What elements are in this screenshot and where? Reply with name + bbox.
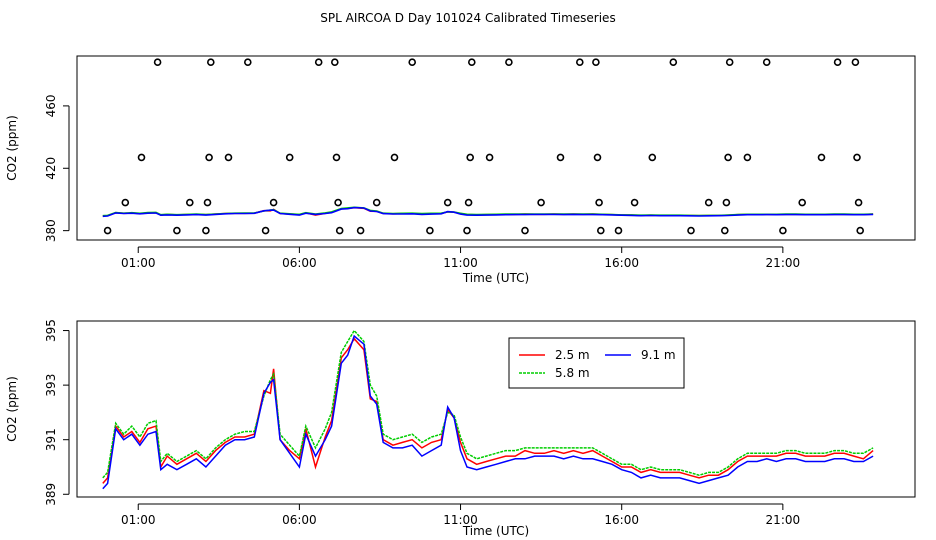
series-line-91m — [102, 334, 874, 490]
x-tick-label: 11:00 — [443, 256, 478, 270]
data-point — [743, 153, 752, 162]
x-tick-label: 16:00 — [604, 513, 639, 527]
data-point — [314, 58, 323, 67]
x-tick-label: 21:00 — [766, 513, 801, 527]
y-tick-label: 393 — [44, 374, 58, 397]
data-point — [186, 198, 194, 207]
x-tick-label: 11:00 — [443, 513, 478, 527]
y-tick-label: 395 — [44, 319, 58, 342]
data-point — [330, 58, 339, 67]
data-point — [669, 58, 678, 67]
y-tick-label: 380 — [44, 219, 58, 242]
data-point — [285, 153, 294, 162]
data-point — [464, 198, 473, 207]
data-point — [595, 198, 603, 207]
data-point — [593, 153, 602, 162]
data-point — [720, 226, 729, 235]
x-axis-label: Time (UTC) — [462, 271, 529, 285]
y-tick-label: 420 — [44, 157, 58, 180]
data-point — [224, 153, 233, 162]
data-point — [205, 153, 213, 162]
data-point — [390, 153, 399, 162]
y-axis-label: CO2 (ppm) — [5, 376, 19, 442]
data-point — [722, 198, 731, 207]
data-point — [648, 153, 657, 162]
y-tick-label: 460 — [44, 94, 58, 117]
data-point — [173, 226, 181, 235]
data-point — [798, 198, 807, 207]
data-point — [207, 58, 215, 67]
plot-frame — [76, 320, 916, 498]
y-tick-label: 391 — [44, 428, 58, 451]
data-point — [356, 226, 365, 235]
chart-title: SPL AIRCOA D Day 101024 Calibrated Times… — [320, 11, 615, 25]
data-point — [851, 58, 860, 67]
x-tick-label: 06:00 — [282, 513, 317, 527]
data-point — [466, 153, 475, 162]
series-line-91m — [102, 206, 874, 218]
data-point — [203, 198, 212, 207]
legend-label: 9.1 m — [641, 348, 676, 362]
x-tick-label: 21:00 — [766, 256, 801, 270]
data-point — [121, 198, 130, 207]
data-point — [103, 226, 112, 235]
data-point — [725, 58, 734, 67]
series-line-25m — [102, 337, 874, 484]
data-point — [856, 226, 865, 235]
data-point — [335, 226, 344, 235]
data-point — [521, 226, 529, 235]
data-point — [556, 153, 565, 162]
data-point — [261, 226, 270, 235]
data-point — [779, 226, 787, 235]
data-point — [485, 153, 494, 162]
y-tick-label: 389 — [44, 483, 58, 506]
data-point — [202, 226, 210, 235]
top-panel: 01:00 06:00 11:00 16:00 21:00 Time (UTC) 380 42… — [5, 55, 916, 285]
data-point — [443, 198, 452, 207]
data-point — [854, 198, 863, 207]
series-line-58m — [102, 329, 874, 479]
bottom-panel: 01:00 06:00 11:00 16:00 21:00 Time (UTC) 389 39… — [5, 319, 916, 538]
plot-frame — [76, 55, 916, 241]
x-tick-label: 06:00 — [282, 256, 317, 270]
data-point — [592, 58, 600, 67]
data-point — [467, 58, 476, 67]
data-point — [853, 153, 861, 162]
x-tick-label: 16:00 — [604, 256, 639, 270]
data-point — [630, 198, 639, 207]
legend: 2.5 m 9.1 m 5.8 m — [508, 337, 685, 389]
legend-label: 2.5 m — [555, 348, 590, 362]
x-axis-label: Time (UTC) — [462, 524, 529, 538]
data-point — [833, 58, 842, 67]
data-point — [762, 58, 771, 67]
data-point — [817, 153, 826, 162]
data-point — [463, 226, 471, 235]
data-point — [614, 226, 623, 235]
data-point — [575, 58, 584, 67]
data-point — [704, 198, 713, 207]
data-point — [724, 153, 732, 162]
data-point — [596, 226, 605, 235]
data-point — [269, 198, 278, 207]
data-point — [408, 58, 417, 67]
data-point — [372, 198, 381, 207]
y-axis-label: CO2 (ppm) — [5, 115, 19, 181]
x-tick-label: 01:00 — [121, 513, 156, 527]
data-point — [334, 198, 342, 207]
legend-box — [508, 337, 685, 389]
data-point — [332, 153, 341, 162]
data-point — [137, 153, 146, 162]
data-point — [505, 58, 513, 67]
data-point — [687, 226, 695, 235]
data-point — [537, 198, 545, 207]
data-point — [244, 58, 252, 67]
x-tick-label: 01:00 — [121, 256, 156, 270]
data-point — [426, 226, 434, 235]
legend-label: 5.8 m — [555, 366, 590, 380]
data-point — [153, 58, 162, 67]
